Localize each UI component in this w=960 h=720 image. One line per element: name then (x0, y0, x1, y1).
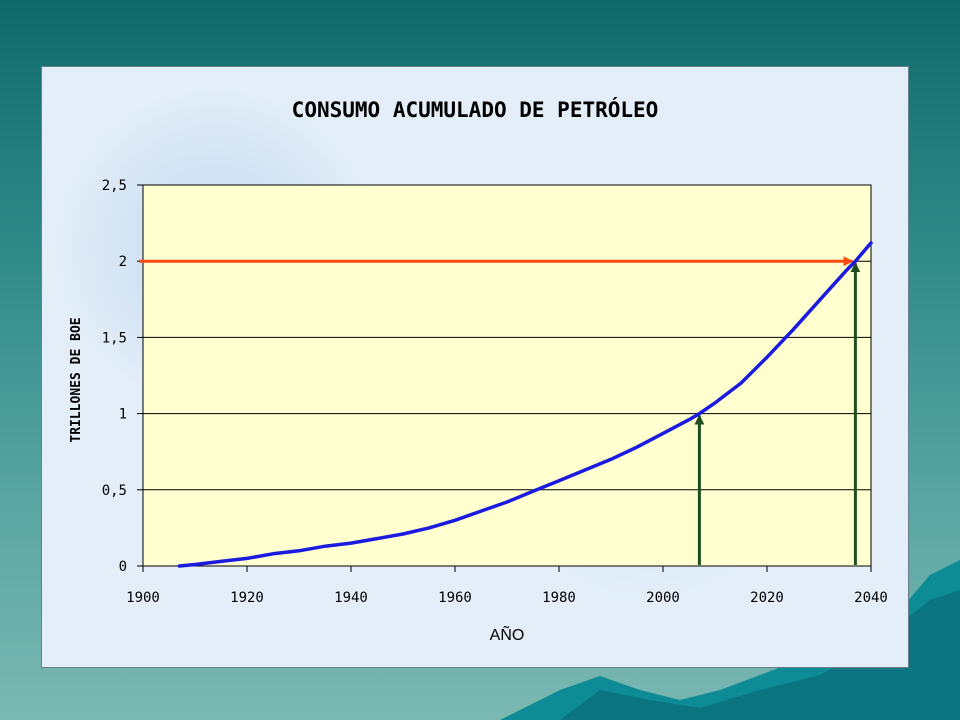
y-tick-label: 0,5 (102, 483, 127, 499)
x-tick-label: 1920 (230, 590, 264, 606)
x-tick-label: 1900 (126, 590, 160, 606)
y-tick-label: 2 (119, 254, 127, 270)
series-line (177, 241, 873, 568)
y-tick-label: 1 (119, 407, 127, 423)
y-tick-label: 1,5 (102, 330, 127, 346)
x-axis-label: AÑO (490, 624, 525, 644)
y-tick-label: 2,5 (102, 178, 127, 194)
x-tick-label: 1940 (334, 590, 368, 606)
x-tick-label: 2000 (646, 590, 680, 606)
x-tick-label: 1980 (542, 590, 576, 606)
x-tick-label: 2020 (750, 590, 784, 606)
y-axis-label: TRILLONES DE BOE (69, 317, 84, 442)
y-tick-label: 0 (119, 559, 127, 575)
chart-title: CONSUMO ACUMULADO DE PETRÓLEO (292, 97, 659, 122)
plot-area (142, 184, 872, 567)
x-tick-label: 1960 (438, 590, 472, 606)
x-tick-label: 2040 (854, 590, 888, 606)
